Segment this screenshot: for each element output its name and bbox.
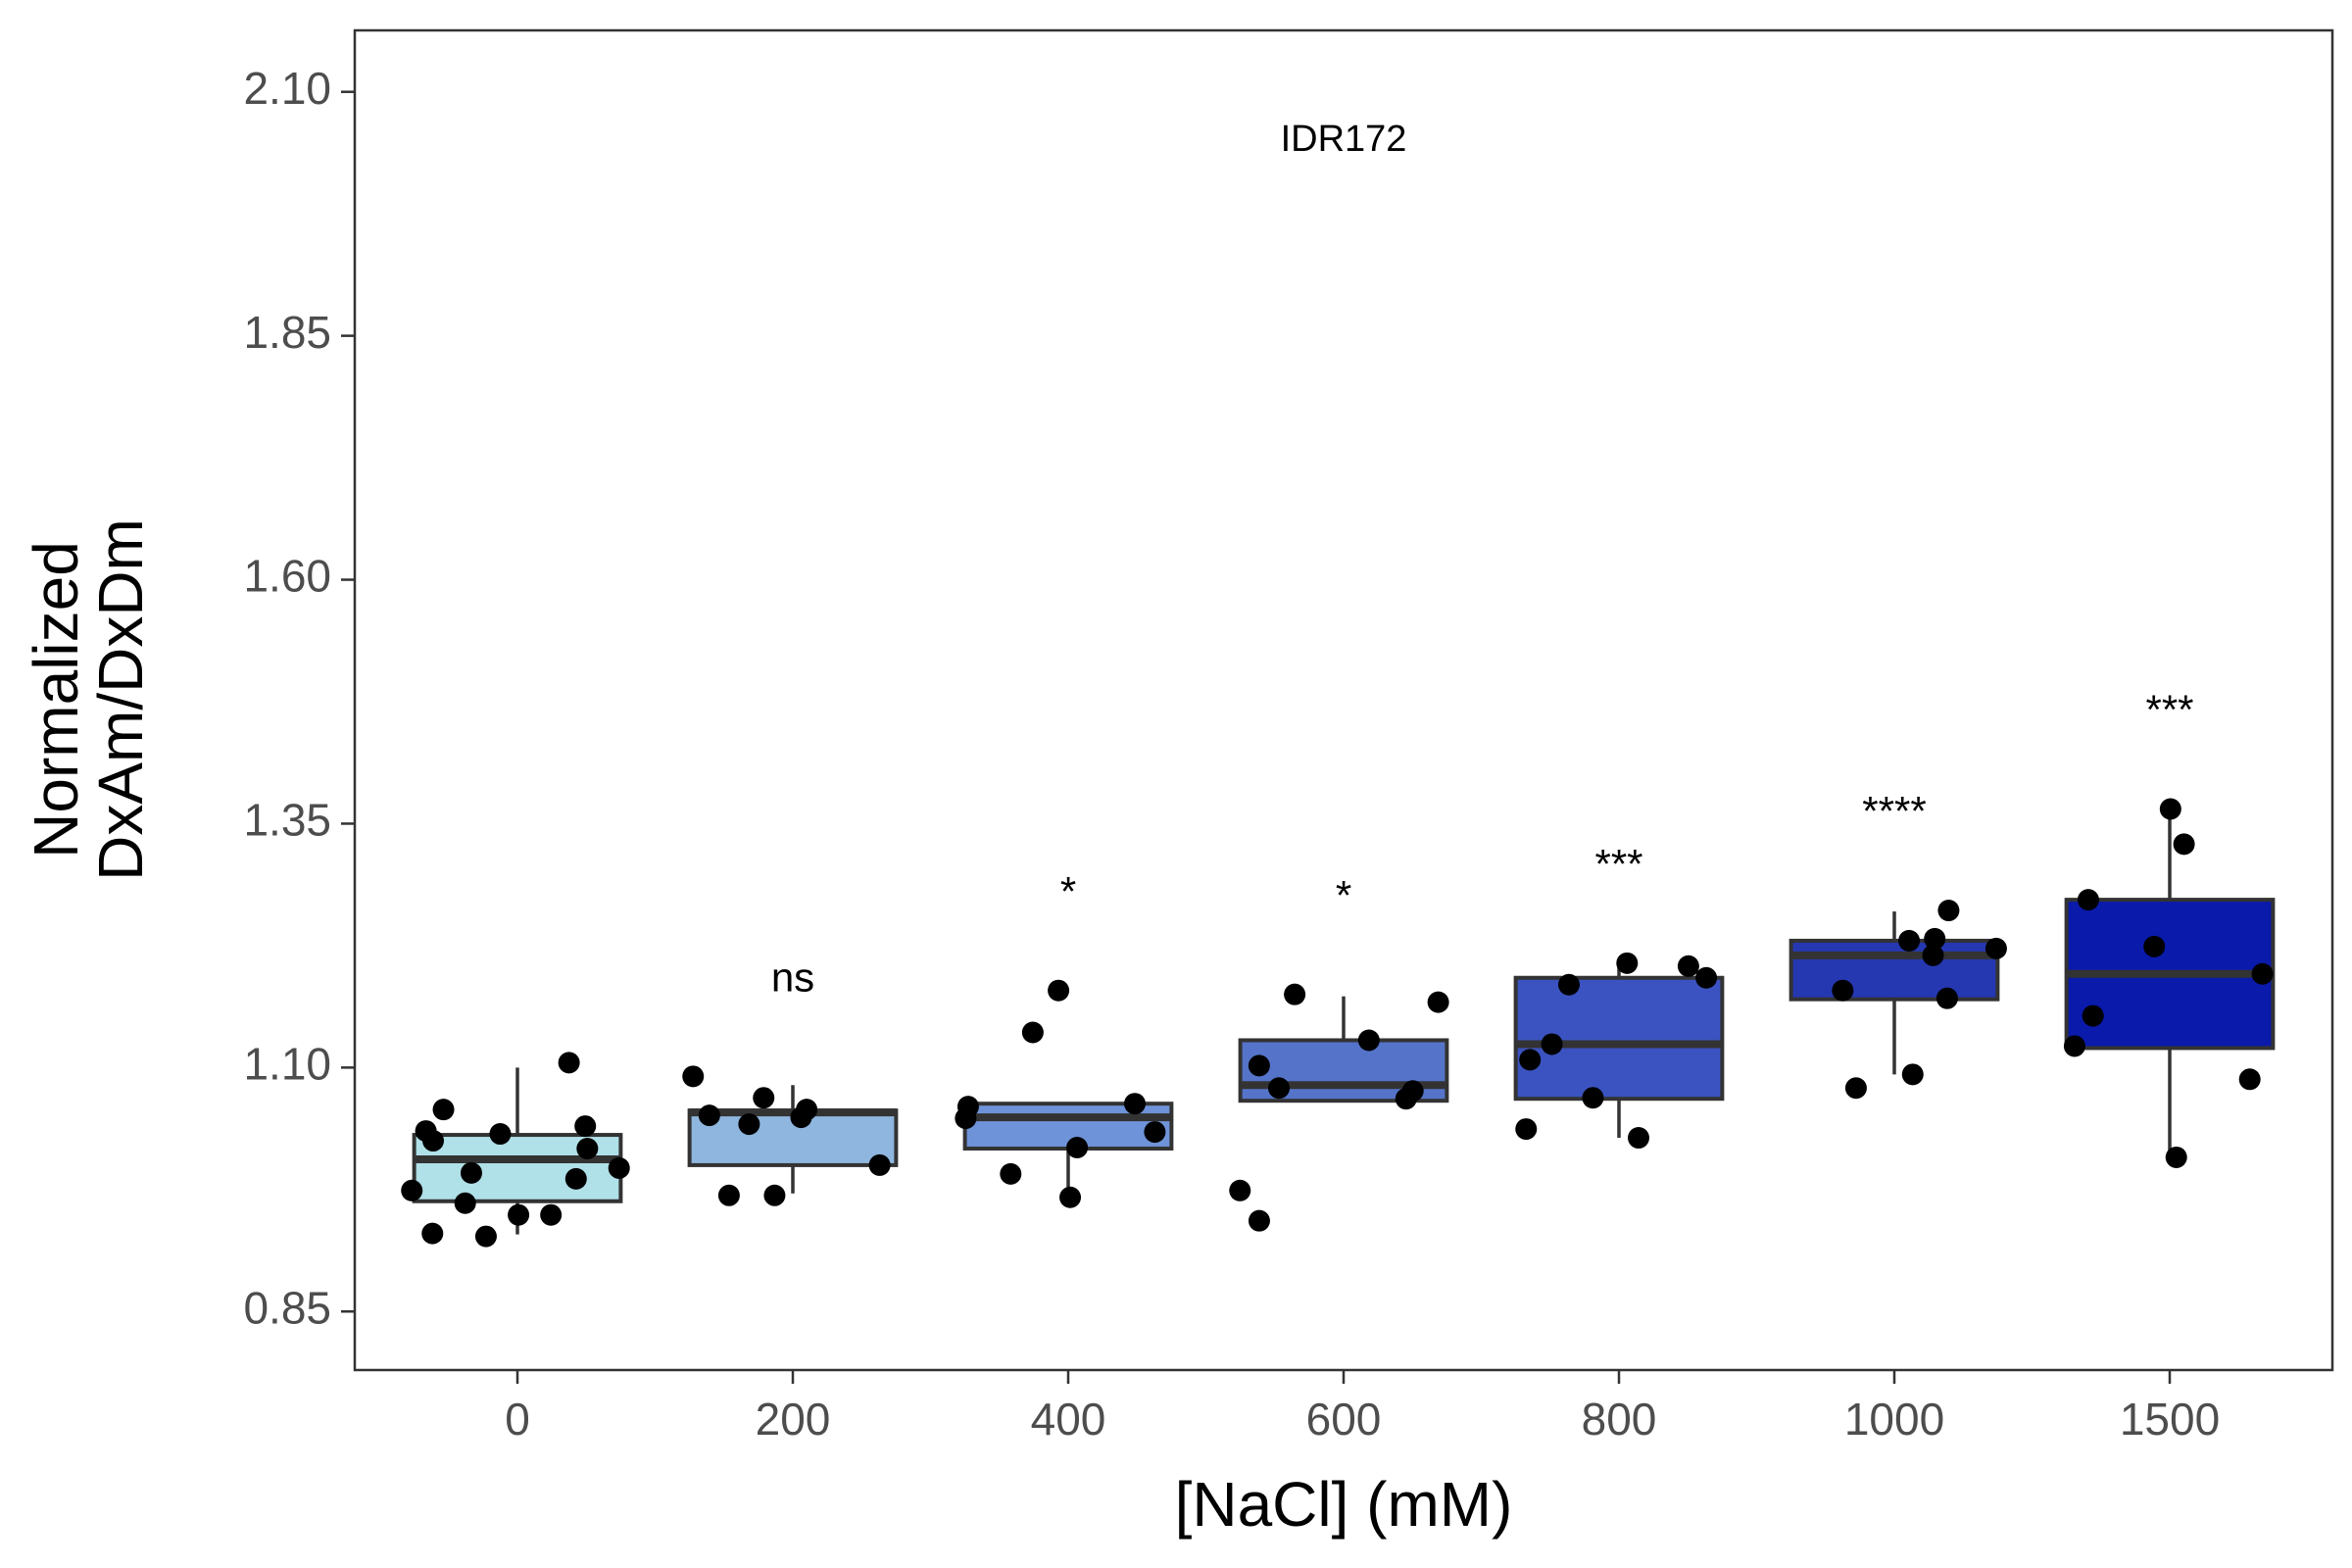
data-point [422, 1130, 445, 1152]
data-point [698, 1104, 720, 1127]
y-axis-title-line: DxAm/DxDm [85, 518, 156, 881]
data-point [1844, 1077, 1867, 1100]
data-point [955, 1107, 977, 1130]
data-point [753, 1087, 775, 1109]
x-tick-label: 200 [756, 1394, 831, 1445]
data-point [1924, 927, 1946, 950]
data-point [421, 1222, 444, 1245]
data-point [1229, 1179, 1251, 1201]
data-point [738, 1113, 760, 1136]
data-point [1695, 966, 1718, 989]
panel [353, 28, 2334, 1372]
y-tick-label: 0.85 [243, 1282, 331, 1333]
x-tick-label: 1500 [2120, 1394, 2220, 1445]
x-tick-label: 600 [1306, 1394, 1382, 1445]
data-point [1515, 1118, 1538, 1141]
x-tick-label: 800 [1582, 1394, 1657, 1445]
data-point [1021, 1021, 1044, 1044]
x-tick-label: 0 [505, 1394, 530, 1445]
data-point [790, 1106, 812, 1129]
data-point [558, 1052, 580, 1074]
y-tick-label: 1.35 [243, 795, 331, 846]
data-point [1248, 1054, 1270, 1077]
chart-title: IDR172 [1281, 119, 1407, 160]
data-point [1677, 955, 1699, 977]
data-point [1582, 1087, 1604, 1109]
data-point [1901, 1063, 1924, 1086]
data-point [574, 1115, 597, 1138]
data-point [1427, 991, 1449, 1013]
data-point [454, 1192, 476, 1214]
y-tick-label: 1.85 [243, 307, 331, 358]
data-point [564, 1167, 587, 1190]
y-axis-title: Normalized DxAm/DxDm [21, 518, 156, 881]
data-point [1519, 1049, 1542, 1071]
data-point [2238, 1068, 2261, 1091]
x-tick-label: 400 [1031, 1394, 1106, 1445]
significance-label: * [1336, 872, 1351, 918]
data-point [1048, 979, 1070, 1002]
data-point [2173, 833, 2195, 856]
data-point [474, 1225, 497, 1248]
data-point [1616, 952, 1639, 974]
data-point [2159, 798, 2181, 820]
data-point [717, 1184, 740, 1206]
data-point [1000, 1162, 1022, 1185]
significance-label: *** [2145, 687, 2193, 733]
data-point [2063, 1035, 2085, 1057]
x-tick-label: 1000 [1844, 1394, 1944, 1445]
data-point [1357, 1029, 1380, 1052]
significance-label: *** [1594, 841, 1642, 887]
x-axis-title: [NaCl] (mM) [1175, 1469, 1513, 1540]
data-point [1144, 1121, 1166, 1144]
data-point [1936, 987, 1958, 1009]
data-point [1922, 944, 1944, 966]
data-point [2251, 962, 2274, 985]
data-point [1066, 1136, 1089, 1158]
y-axis-title-line: Normalized [21, 541, 91, 858]
data-point [432, 1099, 455, 1121]
data-point [1059, 1186, 1082, 1208]
significance-label: **** [1862, 788, 1926, 834]
data-point [1541, 1033, 1563, 1055]
y-tick-label: 1.60 [243, 551, 331, 602]
data-point [1628, 1127, 1650, 1150]
data-point [1937, 900, 1960, 922]
data-point [576, 1137, 599, 1159]
data-point [401, 1179, 423, 1201]
data-point [460, 1161, 482, 1184]
data-point [1248, 1209, 1270, 1232]
data-point [489, 1123, 512, 1146]
data-point [763, 1184, 786, 1206]
data-point [2082, 1004, 2104, 1027]
data-point [1395, 1088, 1417, 1110]
data-point [682, 1065, 705, 1088]
significance-label: ns [771, 954, 814, 1000]
data-point [2165, 1146, 2187, 1168]
data-point [1898, 929, 1921, 952]
data-point [2143, 935, 2166, 957]
data-point [2077, 889, 2099, 911]
data-point [608, 1156, 630, 1179]
box [1788, 938, 2000, 1002]
y-tick-label: 1.10 [243, 1039, 331, 1090]
data-point [1984, 937, 2007, 959]
data-point [1124, 1093, 1147, 1115]
data-point [1284, 983, 1306, 1005]
data-point [540, 1203, 563, 1226]
data-point [1832, 979, 1854, 1002]
significance-label: * [1060, 868, 1076, 914]
data-point [868, 1153, 891, 1176]
data-point [1268, 1077, 1291, 1100]
y-tick-label: 2.10 [243, 63, 331, 114]
data-point [508, 1203, 530, 1226]
data-point [1557, 973, 1580, 996]
